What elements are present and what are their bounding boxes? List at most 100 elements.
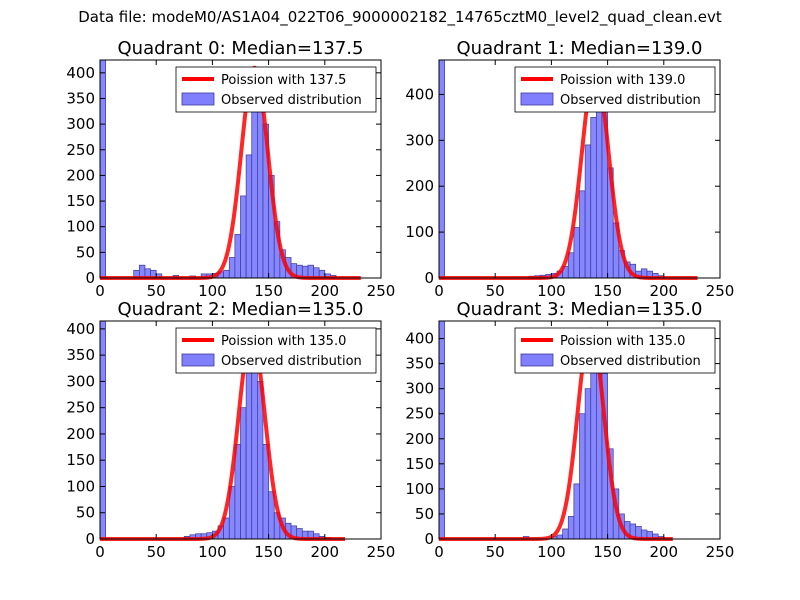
histogram-bar: [584, 144, 592, 279]
y-tick-label: 150: [66, 192, 95, 210]
y-tick-label: 250: [66, 141, 95, 159]
legend-hist-swatch: [181, 92, 215, 106]
x-tick-label: 150: [593, 543, 622, 561]
x-tick-label: 50: [147, 282, 166, 300]
x-tick-label: 0: [434, 282, 444, 300]
histogram-bar: [240, 195, 247, 279]
histogram-bar: [567, 516, 575, 540]
legend-hist-label: Observed distribution: [560, 354, 701, 369]
y-tick-label: 200: [405, 177, 434, 195]
x-tick-label: 100: [537, 543, 566, 561]
legend-hist-swatch: [520, 92, 554, 106]
x-tick-label: 250: [706, 282, 735, 300]
legend-hist-swatch: [181, 353, 215, 367]
histogram-bar: [584, 388, 592, 540]
y-tick-label: 0: [424, 530, 434, 548]
histogram-bar: [567, 252, 575, 279]
quadrant-2-panel: 0 50 100 150 200 250 0 50 100 150 200 250 300 350 400 Q…: [66, 299, 395, 561]
histogram-bar: [245, 154, 253, 279]
histogram-bar: [438, 59, 445, 279]
y-tick-label: 150: [66, 451, 95, 469]
quadrant-0-panel: 0 50 100 150 200 250 0 50 100 150 200 250 300 350 400 Q…: [66, 38, 395, 300]
histogram-bar: [438, 320, 445, 540]
x-tick-label: 50: [147, 543, 166, 561]
x-tick-label: 100: [537, 282, 566, 300]
y-tick-label: 100: [405, 223, 434, 241]
y-tick-label: 400: [405, 330, 434, 348]
x-tick-label: 250: [367, 282, 396, 300]
y-tick-label: 400: [66, 320, 95, 338]
x-tick-label: 100: [198, 543, 227, 561]
x-tick-label: 200: [649, 282, 678, 300]
x-tick-label: 150: [593, 282, 622, 300]
y-tick-label: 50: [76, 504, 95, 522]
legend-poisson-label: Poission with 137.5: [221, 73, 346, 88]
panel-title: Quadrant 0: Median=137.5: [118, 38, 364, 59]
y-tick-label: 50: [415, 505, 434, 523]
axes-frame: [438, 59, 721, 279]
x-tick-label: 150: [254, 543, 283, 561]
y-tick-label: 300: [405, 131, 434, 149]
histogram-bar: [99, 320, 106, 540]
y-tick-label: 0: [85, 269, 95, 287]
legend-hist-label: Observed distribution: [221, 354, 362, 369]
figure-suptitle: Data file: modeM0/AS1A04_022T06_90000021…: [78, 8, 722, 26]
y-tick-label: 250: [66, 399, 95, 417]
x-tick-label: 100: [198, 282, 227, 300]
y-tick-label: 200: [66, 425, 95, 443]
legend-hist-swatch: [520, 353, 554, 367]
quadrant-1-panel: 0 50 100 150 200 250 0 100 200 300 400 Quadrant 1: …: [405, 38, 734, 300]
y-tick-label: 100: [405, 480, 434, 498]
x-tick-label: 250: [706, 543, 735, 561]
y-tick-label: 150: [405, 455, 434, 473]
legend-hist-label: Observed distribution: [221, 93, 362, 108]
histogram-bar: [240, 407, 247, 540]
quadrant-3-panel: 0 50 100 150 200 250 0 50 100 150 200 250 300 350 400 Q…: [405, 299, 734, 561]
axes-frame: [438, 320, 721, 540]
y-tick-label: 0: [85, 530, 95, 548]
y-tick-label: 100: [66, 477, 95, 495]
x-tick-label: 250: [367, 543, 396, 561]
y-tick-label: 400: [66, 64, 95, 82]
histogram-bar: [99, 59, 106, 279]
legend-poisson-label: Poission with 135.0: [560, 334, 685, 349]
y-tick-label: 300: [66, 372, 95, 390]
x-tick-label: 200: [310, 543, 339, 561]
histogram-bar: [234, 234, 241, 279]
histogram-bar: [251, 103, 258, 279]
histogram-bar: [228, 257, 236, 279]
panel-title: Quadrant 3: Median=135.0: [457, 299, 703, 320]
axes-frame: [99, 320, 382, 540]
y-tick-label: 400: [405, 85, 434, 103]
x-tick-label: 0: [434, 543, 444, 561]
x-tick-label: 50: [486, 282, 505, 300]
y-tick-label: 300: [66, 115, 95, 133]
histogram-bar: [556, 534, 563, 540]
y-tick-label: 250: [405, 405, 434, 423]
histogram-bar: [573, 483, 580, 540]
y-tick-label: 0: [424, 269, 434, 287]
x-tick-label: 0: [95, 543, 105, 561]
panel-title: Quadrant 1: Median=139.0: [457, 38, 703, 59]
histogram-bar: [245, 370, 253, 540]
y-tick-label: 350: [66, 89, 95, 107]
histogram-bar: [579, 413, 586, 540]
histogram-bar: [579, 190, 586, 279]
y-tick-label: 200: [66, 166, 95, 184]
x-tick-label: 200: [649, 543, 678, 561]
y-tick-label: 350: [405, 355, 434, 373]
axes-frame: [99, 59, 382, 279]
x-tick-label: 50: [486, 543, 505, 561]
y-tick-label: 50: [76, 243, 95, 261]
histogram-bar: [223, 269, 230, 279]
legend-poisson-label: Poission with 135.0: [221, 334, 346, 349]
legend-box: [514, 327, 716, 374]
y-tick-label: 200: [405, 430, 434, 448]
y-tick-label: 300: [405, 380, 434, 398]
x-tick-label: 0: [95, 282, 105, 300]
legend-poisson-label: Poission with 139.0: [560, 73, 685, 88]
x-tick-label: 150: [254, 282, 283, 300]
y-tick-label: 350: [66, 346, 95, 364]
histogram-bar: [562, 528, 569, 540]
